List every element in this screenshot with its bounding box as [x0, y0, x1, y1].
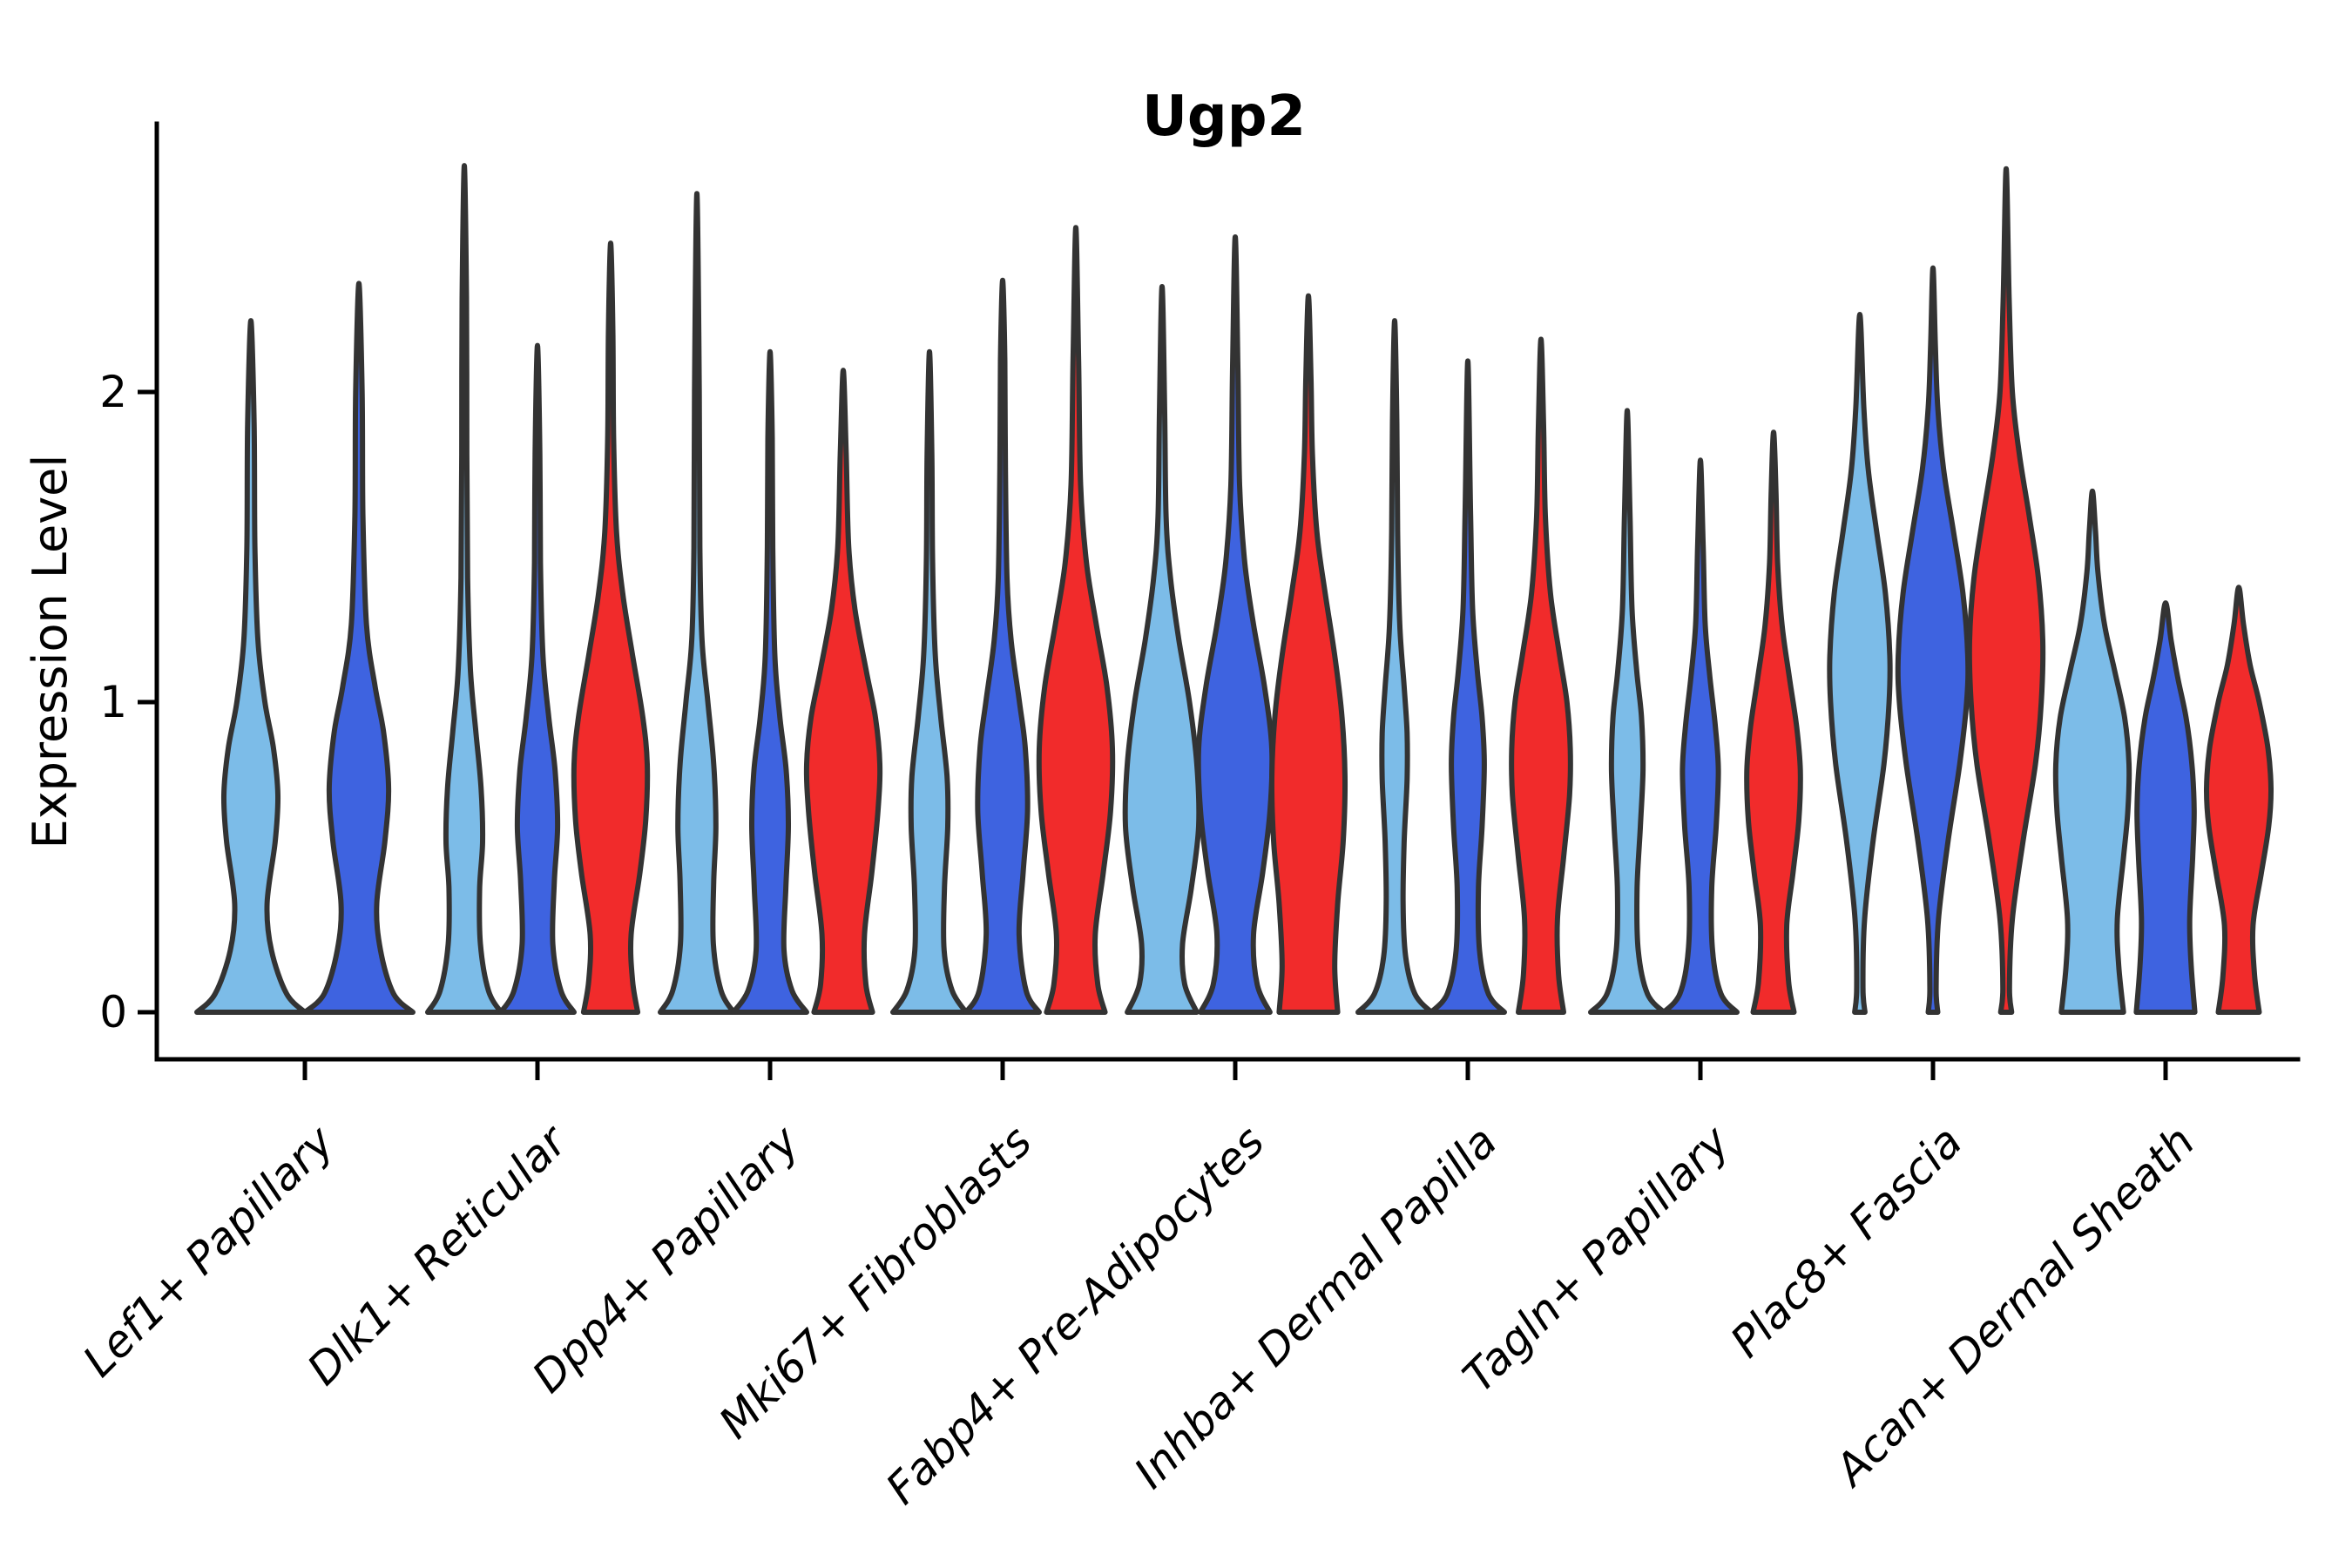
violin-fabp4-pre-adipocytes-red: [1268, 293, 1348, 1015]
violin-plac8-fascia-light_blue: [1827, 312, 1893, 1015]
violin-mki67-fibroblasts-red: [1036, 225, 1116, 1015]
violin-dlk1-reticular-light_blue: [425, 163, 504, 1015]
y-tick-label-2: 2: [99, 367, 127, 417]
violin-acan-dermal-sheath-dark_blue: [2133, 600, 2198, 1015]
chart-title: Ugp2: [1142, 84, 1306, 149]
violin-fabp4-pre-adipocytes-dark_blue: [1195, 234, 1275, 1015]
violin-acan-dermal-sheath-light_blue: [2052, 488, 2132, 1015]
violin-dlk1-reticular-red: [571, 240, 651, 1015]
violin-plac8-fascia-red: [1966, 166, 2046, 1015]
x-tick-label-plac8-fascia: Plac8+ Fascia: [1721, 1116, 1972, 1367]
violins-layer: [194, 163, 2274, 1015]
x-tick-label-fabp4-pre-adipocytes: Fabp4+ Pre-Adipocytes: [876, 1116, 1274, 1514]
violin-inhba-dermal-papilla-dark_blue: [1429, 358, 1507, 1015]
violin-dlk1-reticular-dark_blue: [498, 342, 577, 1015]
violin-tagln-papillary-light_blue: [1588, 408, 1666, 1015]
y-tick-label-1: 1: [99, 677, 127, 727]
violin-tagln-papillary-dark_blue: [1661, 457, 1740, 1015]
violin-mki67-fibroblasts-dark_blue: [963, 277, 1042, 1015]
violin-plac8-fascia-dark_blue: [1895, 265, 1971, 1015]
x-tick-label-lef1-papillary: Lef1+ Papillary: [73, 1115, 344, 1386]
y-tick-label-0: 0: [99, 987, 127, 1037]
y-axis-label: Expression Level: [23, 455, 78, 849]
violin-lef1-papillary-light_blue: [194, 318, 308, 1015]
y-axis-ticks: 0 1 2: [99, 367, 157, 1037]
violin-lef1-papillary-dark_blue: [302, 280, 416, 1015]
violin-fabp4-pre-adipocytes-light_blue: [1122, 284, 1202, 1015]
violin-mki67-fibroblasts-light_blue: [890, 348, 969, 1015]
violin-tagln-papillary-red: [1744, 429, 1803, 1015]
violin-acan-dermal-sheath-red: [2203, 585, 2274, 1015]
violin-dpp4-papillary-light_blue: [658, 191, 736, 1015]
violin-inhba-dermal-papilla-red: [1509, 336, 1573, 1015]
violin-dpp4-papillary-dark_blue: [731, 348, 809, 1015]
violin-inhba-dermal-papilla-light_blue: [1355, 318, 1434, 1015]
violin-dpp4-papillary-red: [803, 368, 883, 1015]
